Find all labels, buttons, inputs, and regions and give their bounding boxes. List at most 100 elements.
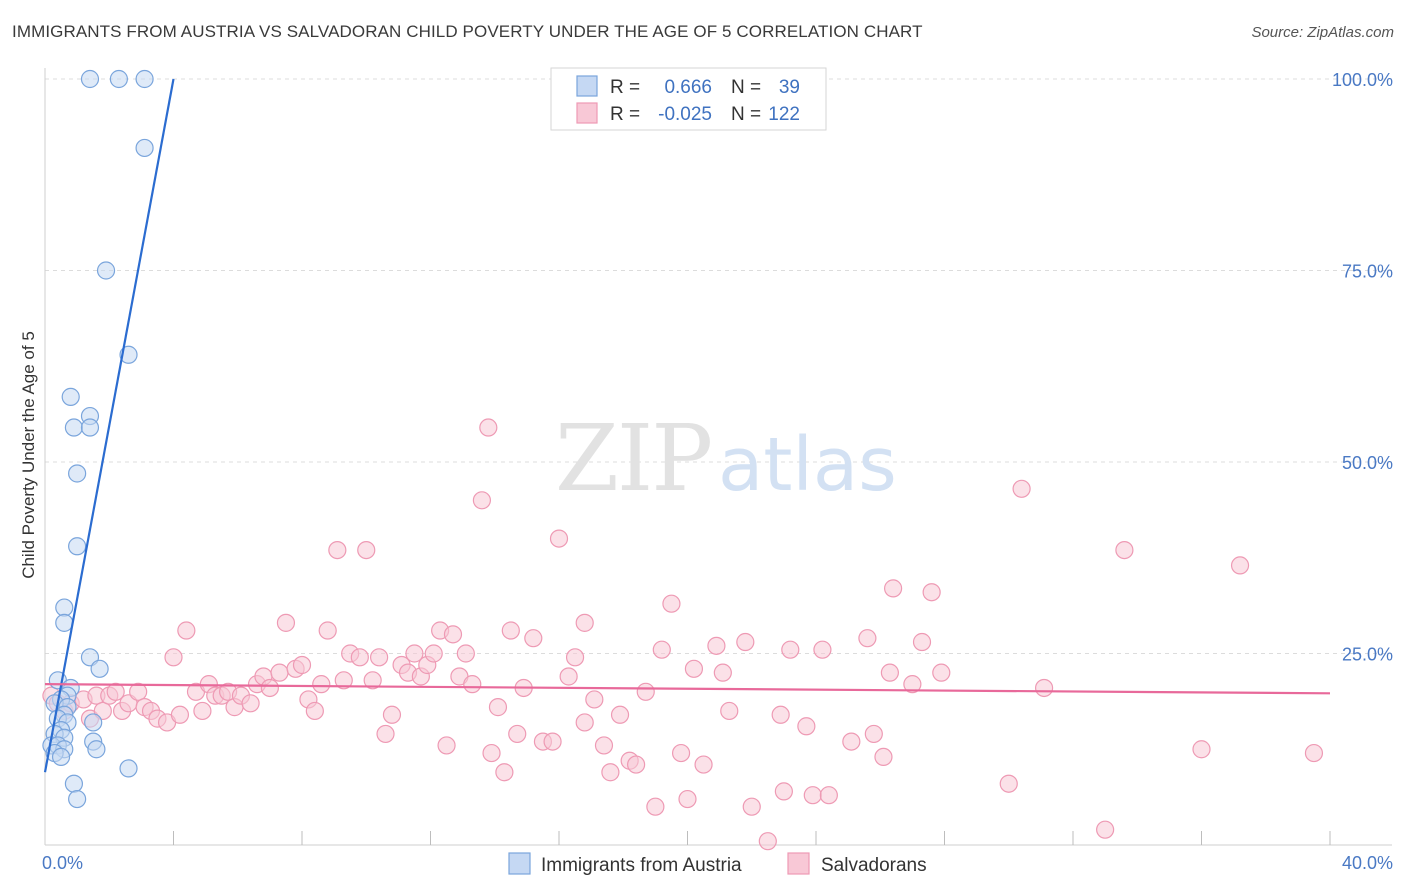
salvadoran-point	[524, 629, 543, 648]
bottom-legend-swatch-austria	[508, 852, 531, 875]
salvadoran-trend-line	[44, 683, 1331, 695]
salvadoran-point	[797, 717, 816, 736]
y-tick-label: 50.0%	[1342, 453, 1393, 473]
salvadoran-point	[318, 621, 337, 640]
legend-r-label-1: R =	[610, 77, 640, 98]
salvadoran-point	[736, 632, 755, 652]
watermark-zip: ZIP	[555, 405, 711, 512]
austria-point	[135, 138, 154, 158]
austria-point	[96, 261, 116, 280]
austria-point	[51, 747, 71, 767]
salvadoran-point	[276, 613, 296, 632]
bottom-legend-label-salvadorans: Salvadorans	[821, 855, 927, 876]
salvadoran-point	[463, 675, 482, 694]
salvadoran-point	[694, 755, 713, 774]
salvadoran-point	[575, 713, 594, 732]
austria-point	[64, 418, 84, 437]
salvadoran-point	[858, 629, 877, 648]
salvadoran-point	[610, 705, 630, 724]
salvadoran-point	[270, 663, 289, 682]
salvadoran-point	[405, 644, 424, 663]
salvadoran-point	[549, 529, 569, 548]
salvadoran-point	[376, 724, 395, 744]
legend-n-label-2: N =	[731, 104, 761, 125]
salvadoran-point	[819, 786, 838, 805]
salvadoran-point	[842, 732, 861, 751]
salvadoran-point	[501, 621, 520, 640]
salvadoran-point	[874, 747, 893, 767]
axes-layer: 25.0% 50.0% 75.0% 100.0% 0.0% 40.0%	[42, 68, 1393, 873]
austria-point	[61, 387, 80, 406]
salvadoran-point	[646, 797, 665, 816]
salvadoran-point	[585, 690, 604, 709]
salvadoran-point	[508, 724, 527, 744]
austria-point	[109, 69, 128, 89]
salvadoran-point	[803, 786, 822, 805]
watermark-atlas: atlas	[718, 422, 897, 508]
salvadoran-point	[357, 540, 376, 560]
watermark: ZIP atlas	[555, 405, 897, 512]
salvadoran-point	[437, 736, 456, 755]
salvadoran-point	[1012, 479, 1031, 498]
salvadoran-point	[903, 675, 922, 694]
austria-point	[68, 789, 87, 809]
salvadoran-point	[129, 682, 148, 701]
x-tick-label-min: 0.0%	[42, 853, 83, 873]
salvadoran-point	[443, 625, 463, 644]
legend-n-value-1: 39	[779, 77, 800, 98]
salvadoran-point	[781, 640, 800, 659]
austria-point	[87, 740, 106, 759]
bottom-legend-swatch-salvadorans	[787, 852, 810, 875]
austria-point	[68, 537, 87, 556]
legend-swatch-blue	[576, 75, 598, 97]
salvadoran-point	[170, 705, 190, 724]
salvadoran-point	[328, 540, 347, 560]
salvadoran-point	[479, 418, 498, 437]
chart-source: Source: ZipAtlas.com	[1251, 24, 1394, 41]
salvadoran-point	[565, 648, 585, 667]
salvadoran-point	[177, 621, 196, 640]
austria-point	[90, 659, 109, 678]
salvadoran-point	[1192, 740, 1211, 759]
salvadoran-point	[363, 671, 382, 690]
austria-point	[80, 69, 100, 89]
bottom-legend-label-austria: Immigrants from Austria	[541, 855, 742, 876]
salvadoran-point	[758, 832, 777, 851]
salvadoran-point	[626, 755, 646, 774]
austria-point	[68, 464, 87, 483]
salvadoran-point	[652, 640, 671, 659]
austria-trend-line	[43, 78, 175, 773]
salvadoran-point	[456, 644, 475, 663]
salvadoran-point	[1304, 743, 1324, 763]
salvadoran-point	[575, 613, 594, 632]
austria-point	[55, 613, 74, 632]
salvadoran-point	[495, 763, 514, 782]
trend-layer	[43, 78, 1331, 773]
legend-swatch-pink	[576, 102, 598, 124]
x-tick-label-max: 40.0%	[1342, 853, 1393, 873]
legend-r-value-1: 0.666	[664, 77, 712, 98]
salvadoran-point	[312, 675, 331, 694]
austria-point	[80, 418, 100, 437]
salvadoran-point	[305, 701, 324, 721]
y-axis-label: Child Poverty Under the Age of 5	[19, 331, 38, 579]
salvadoran-point	[912, 632, 932, 652]
salvadoran-point	[488, 698, 508, 717]
austria-point	[55, 598, 74, 617]
chart-title: IMMIGRANTS FROM AUSTRIA VS SALVADORAN CH…	[12, 22, 923, 41]
salvadoran-point	[1115, 540, 1134, 560]
salvadoran-point	[932, 663, 951, 682]
y-tick-label: 100.0%	[1332, 70, 1393, 90]
austria-point	[84, 713, 103, 732]
salvadoran-point	[482, 743, 501, 763]
salvadoran-point	[424, 644, 443, 663]
salvadoran-point	[707, 636, 726, 655]
legend-r-value-2: -0.025	[658, 104, 712, 125]
salvadoran-point	[241, 694, 260, 713]
salvadoran-point	[713, 663, 732, 682]
legend-n-label-1: N =	[731, 77, 761, 98]
salvadoran-point	[771, 705, 790, 724]
points-layer	[42, 69, 1324, 851]
salvadoran-point	[883, 579, 903, 598]
